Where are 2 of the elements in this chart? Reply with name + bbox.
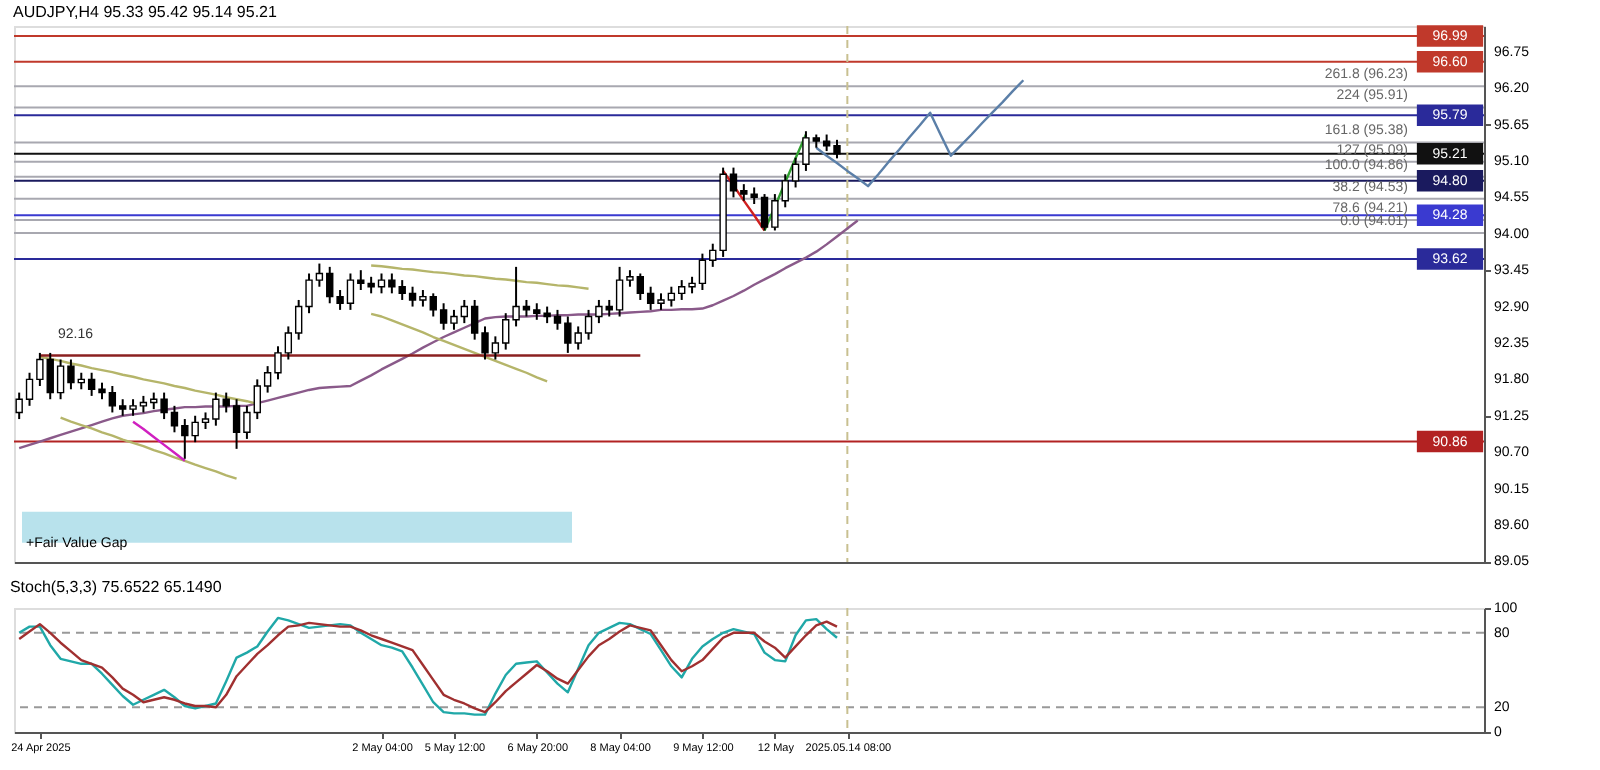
chart-title: Stoch(5,3,3) 75.6522 65.1490 (9, 578, 223, 596)
chart-title: AUDJPY,H4 95.33 95.42 95.14 95.21 (13, 3, 278, 21)
